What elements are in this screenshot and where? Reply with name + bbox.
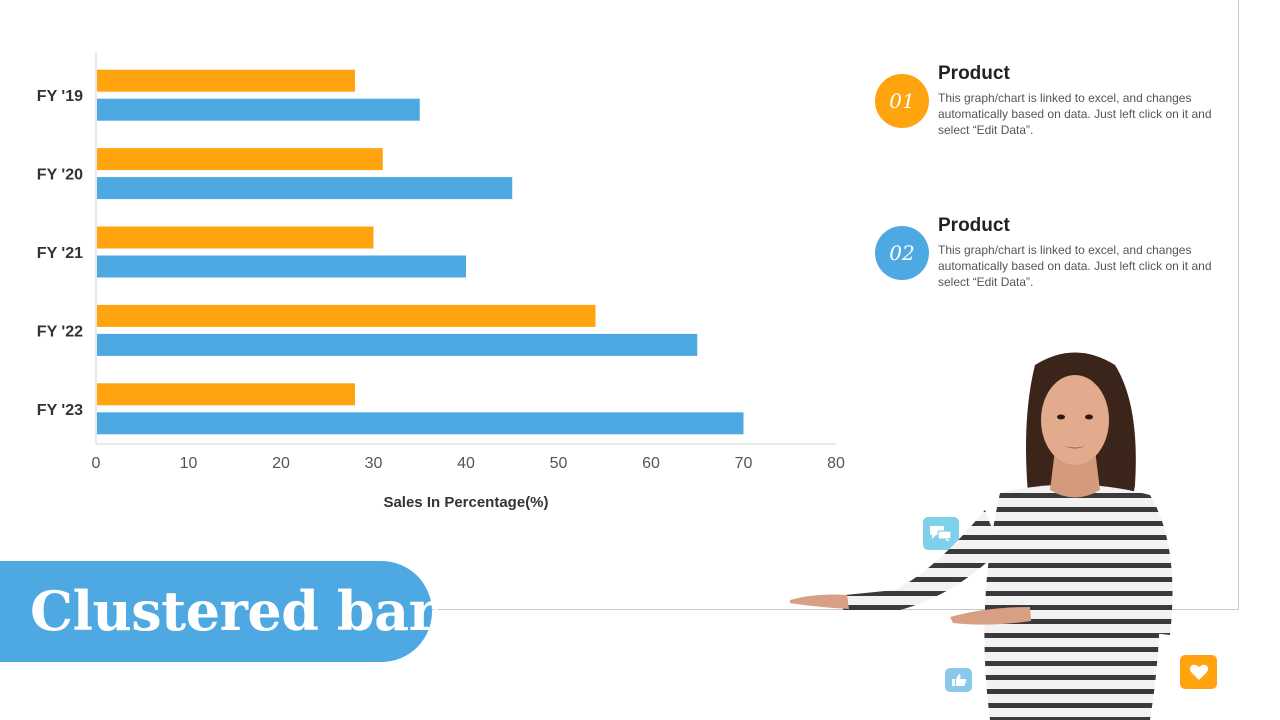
- bar-1-0: [97, 69, 355, 92]
- x-tick-label: 70: [735, 455, 753, 472]
- bar-1-3: [97, 304, 596, 327]
- bar-2-4: [97, 412, 744, 435]
- x-tick-label: 0: [92, 455, 101, 472]
- legend-text-01: This graph/chart is linked to excel, and…: [938, 91, 1212, 137]
- bar-2-0: [97, 98, 420, 121]
- y-tick-label: FY '20: [37, 167, 83, 184]
- heart-icon: [1180, 655, 1217, 689]
- bar-2-3: [97, 333, 698, 356]
- presenter-illustration: [790, 352, 1173, 720]
- title-banner: Clustered bar: [0, 561, 437, 662]
- x-tick-label: 30: [365, 455, 383, 472]
- x-tick-label: 20: [272, 455, 290, 472]
- clustered-bar-chart: FY '19 FY '20 FY '21 FY '22 FY '23 0 10 20 30 40 5…: [37, 52, 845, 511]
- bar-1-1: [97, 148, 383, 171]
- y-tick-label: FY '22: [37, 323, 83, 340]
- thumbs-up-icon: [945, 668, 972, 692]
- x-tick-label: 60: [642, 455, 660, 472]
- bar-1-2: [97, 226, 374, 249]
- y-tick-label: FY '19: [37, 88, 83, 105]
- legend-text-02: This graph/chart is linked to excel, and…: [938, 243, 1212, 289]
- legend-title-02: Product: [938, 215, 1010, 236]
- legend-badge-02: 02: [875, 226, 929, 280]
- legend-title-01: Product: [938, 63, 1010, 84]
- legend-badge-01: 01: [875, 74, 929, 128]
- slide-title: Clustered bar: [30, 579, 437, 643]
- bar-1-4: [97, 383, 355, 406]
- content-frame: [0, 0, 1239, 610]
- x-axis-label: Sales In Percentage(%): [383, 494, 548, 511]
- chat-icon: [923, 517, 959, 550]
- y-tick-label: FY '21: [37, 245, 83, 262]
- x-tick-label: 80: [827, 455, 845, 472]
- x-tick-label: 10: [180, 455, 198, 472]
- y-tick-label: FY '23: [37, 402, 83, 419]
- bar-2-2: [97, 255, 466, 278]
- bar-2-1: [97, 177, 513, 200]
- x-tick-label: 50: [550, 455, 568, 472]
- x-tick-label: 40: [457, 455, 475, 472]
